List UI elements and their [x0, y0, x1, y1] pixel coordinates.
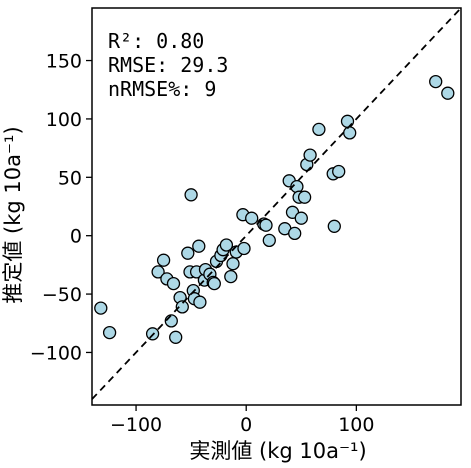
data-point	[94, 301, 108, 315]
x-tick-label: 100	[338, 414, 374, 436]
data-point	[441, 86, 455, 100]
data-point	[164, 314, 178, 328]
y-tick-label: −50	[42, 284, 82, 306]
data-point	[192, 239, 206, 253]
y-tick-label: 50	[58, 167, 82, 189]
data-point	[166, 276, 181, 291]
x-tick-label: −100	[110, 414, 162, 436]
data-point	[181, 246, 195, 260]
data-point	[327, 219, 341, 233]
y-tick-label: 150	[46, 51, 82, 73]
y-tick-label: −100	[30, 342, 82, 364]
data-point	[259, 218, 273, 232]
data-point	[184, 188, 198, 202]
ticks-layer: −100 0 100 −100 −50 0 50 100 150	[30, 51, 375, 436]
y-tick-label: 100	[46, 109, 82, 131]
data-point	[429, 74, 443, 89]
data-point	[343, 126, 357, 140]
data-point	[294, 211, 308, 225]
data-point	[156, 253, 171, 267]
rmse-stat: RMSE: 29.3	[108, 53, 228, 77]
data-point	[193, 295, 207, 309]
data-point	[262, 233, 276, 248]
points-layer	[94, 74, 455, 344]
data-point	[224, 269, 238, 284]
x-tick-label: 0	[240, 414, 252, 436]
y-tick-label: 0	[70, 226, 82, 248]
y-axis-label: 推定値 (kg 10a⁻¹)	[1, 126, 25, 303]
data-point	[237, 241, 251, 256]
data-point	[207, 276, 221, 291]
data-point	[151, 265, 165, 279]
data-point	[175, 300, 189, 314]
data-point	[332, 164, 346, 179]
data-point	[312, 122, 326, 137]
r2-stat: R²: 0.80	[108, 29, 204, 53]
nrmse-stat: nRMSE%: 9	[108, 77, 216, 101]
data-point	[297, 190, 312, 204]
data-point	[226, 257, 240, 271]
data-point	[102, 325, 117, 340]
data-point	[169, 330, 183, 344]
x-axis-label: 実測値 (kg 10a⁻¹)	[189, 439, 366, 463]
plot-frame	[91, 7, 462, 406]
data-point	[303, 148, 317, 162]
one-to-one-reference-line	[91, 7, 462, 400]
data-point	[245, 211, 259, 225]
data-point	[340, 114, 355, 128]
data-point	[219, 238, 234, 252]
data-point	[288, 226, 302, 241]
